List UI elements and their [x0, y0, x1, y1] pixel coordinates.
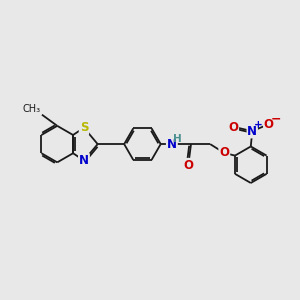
Text: N: N: [247, 125, 257, 138]
Text: S: S: [80, 121, 88, 134]
Text: O: O: [228, 121, 239, 134]
Text: +: +: [254, 120, 262, 130]
Text: H: H: [173, 134, 182, 144]
Text: O: O: [264, 118, 274, 131]
Text: N: N: [79, 154, 89, 167]
Text: O: O: [219, 146, 229, 159]
Text: N: N: [167, 138, 177, 151]
Text: O: O: [184, 159, 194, 172]
Text: −: −: [271, 112, 281, 125]
Text: CH₃: CH₃: [22, 104, 40, 114]
